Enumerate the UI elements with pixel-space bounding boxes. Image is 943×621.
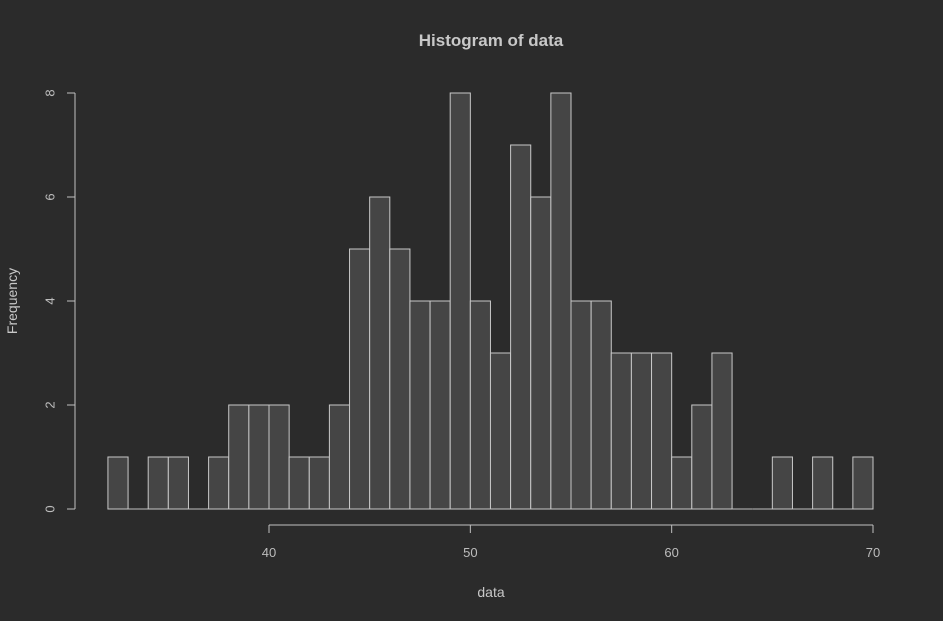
x-axis-label: data xyxy=(477,584,504,600)
histogram-bar xyxy=(530,196,552,510)
histogram-bar xyxy=(328,404,351,510)
histogram-bar xyxy=(630,352,653,510)
histogram-bar xyxy=(228,404,250,510)
histogram-bar xyxy=(651,352,673,510)
x-tick-label: 70 xyxy=(866,545,880,560)
histogram-bar xyxy=(771,456,793,510)
histogram-bar xyxy=(288,456,310,510)
y-tick-label: 2 xyxy=(43,401,58,408)
histogram-bar xyxy=(570,300,592,510)
histogram-bar xyxy=(147,456,169,510)
histogram-bar xyxy=(369,196,391,510)
histogram-bar xyxy=(510,144,532,510)
histogram-bar xyxy=(812,456,834,510)
x-axis: 40 50 60 70 xyxy=(262,524,880,560)
x-tick-label: 50 xyxy=(463,545,477,560)
histogram-bar xyxy=(691,404,713,510)
x-tick-label: 60 xyxy=(664,545,678,560)
y-axis-label: Frequency xyxy=(4,268,20,334)
chart-title: Histogram of data xyxy=(419,31,564,50)
y-tick-label: 6 xyxy=(43,193,58,200)
histogram-bar xyxy=(550,92,572,510)
y-axis: 0 2 4 6 8 xyxy=(43,89,76,513)
histogram-bar xyxy=(429,300,451,510)
histogram-bar xyxy=(469,300,491,510)
histogram-bar xyxy=(167,456,189,510)
histogram-bar xyxy=(389,248,411,510)
histogram-bar xyxy=(610,352,632,510)
y-tick-label: 4 xyxy=(43,297,58,304)
histogram-bar xyxy=(852,456,874,510)
histogram-bar xyxy=(449,92,471,510)
histogram-bar xyxy=(711,352,733,510)
histogram-bar xyxy=(590,300,612,510)
histogram-bar xyxy=(409,300,431,510)
histogram-bar xyxy=(308,456,330,510)
histogram-bar xyxy=(349,248,371,510)
histogram-bar xyxy=(208,456,230,510)
histogram-bar xyxy=(248,404,270,510)
histogram-bar xyxy=(671,456,693,510)
histogram-bar xyxy=(489,352,512,510)
histogram-bar xyxy=(268,404,290,510)
histogram-bar xyxy=(107,456,129,510)
bars-group xyxy=(107,92,874,510)
y-tick-label: 8 xyxy=(43,89,58,96)
x-tick-label: 40 xyxy=(262,545,276,560)
y-tick-label: 0 xyxy=(43,505,58,512)
